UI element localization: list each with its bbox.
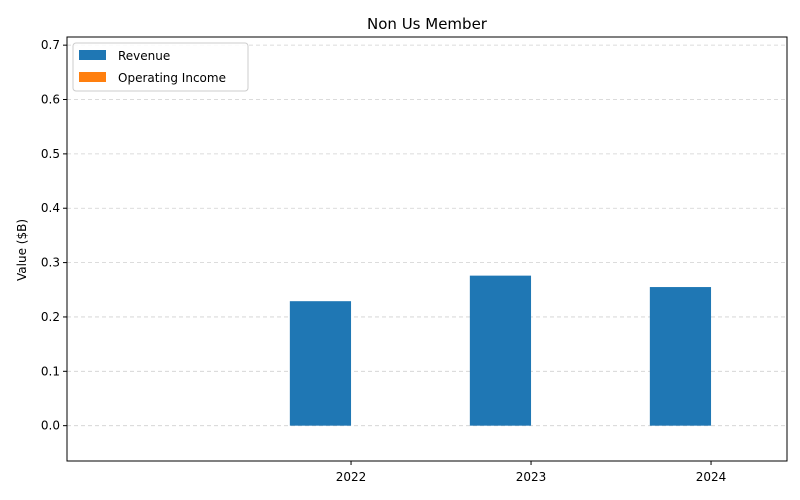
bar-revenue-2023 [469, 275, 532, 426]
y-axis-label: Value ($B) [15, 219, 29, 281]
x-tick-label: 2024 [696, 470, 727, 484]
legend: Revenue Operating Income [72, 42, 249, 92]
y-tick-label: 0.0 [41, 419, 60, 433]
legend-box [72, 42, 249, 92]
y-tick-label: 0.6 [41, 93, 60, 107]
grid-lines [67, 44, 787, 427]
legend-swatch-operating-income [79, 72, 106, 82]
bars [289, 275, 712, 426]
y-tick-label: 0.5 [41, 147, 60, 161]
bar-revenue-2022 [289, 301, 352, 426]
axis-ticks: 0.00.10.20.30.40.50.60.7202220232024TTM [41, 38, 727, 484]
plot-frame [66, 36, 788, 462]
y-tick-label: 0.4 [41, 201, 60, 215]
y-tick-label: 0.7 [41, 38, 60, 52]
chart-title: Non Us Member [367, 15, 488, 33]
legend-label-operating-income: Operating Income [118, 71, 226, 85]
y-tick-label: 0.2 [41, 310, 60, 324]
y-tick-label: 0.3 [41, 256, 60, 270]
x-tick-label: 2022 [336, 470, 367, 484]
y-tick-label: 0.1 [41, 364, 60, 378]
legend-label-revenue: Revenue [118, 49, 170, 63]
x-tick-label: 2023 [516, 470, 547, 484]
bar-revenue-2024 [649, 287, 712, 426]
legend-swatch-revenue [79, 50, 106, 60]
